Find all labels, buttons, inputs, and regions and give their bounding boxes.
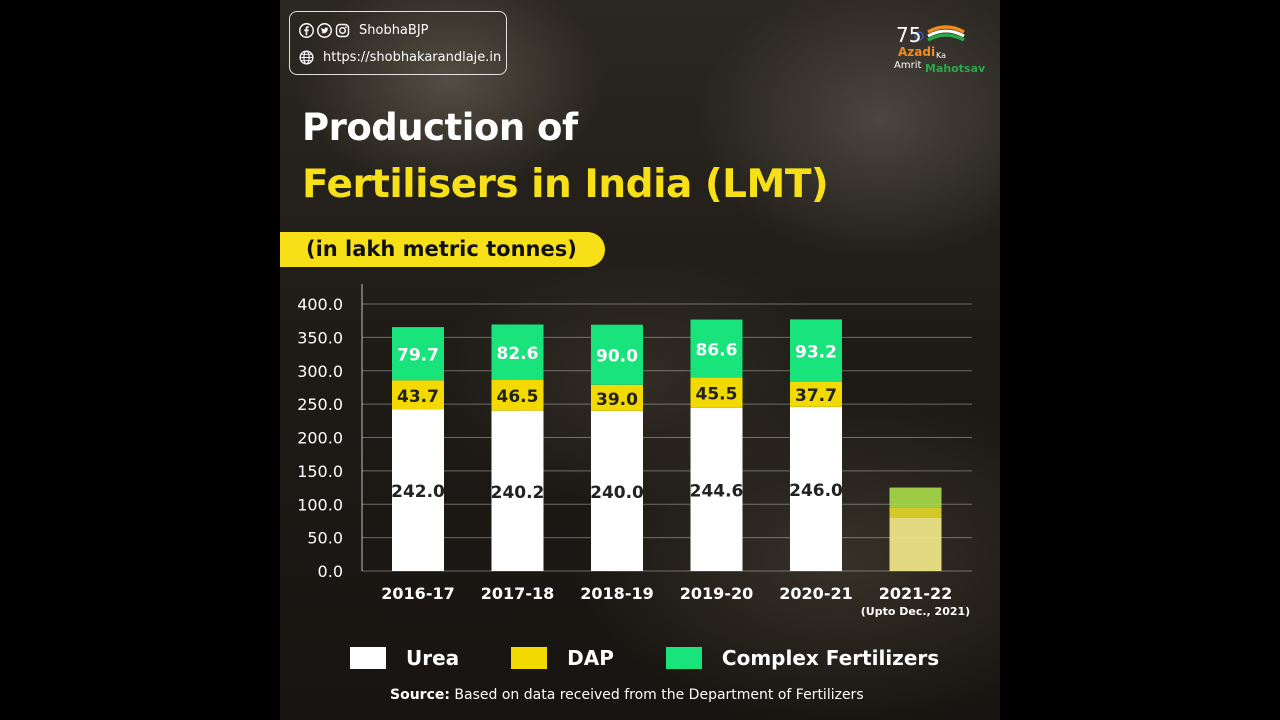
bar-dap — [889, 507, 942, 518]
legend-item-dap: DAP — [511, 646, 614, 670]
data-label: 93.2 — [795, 343, 837, 363]
data-label: 46.5 — [497, 387, 539, 407]
y-tick-label: 250.0 — [297, 395, 343, 414]
bar-urea — [392, 409, 444, 571]
logo-ka: Ka — [936, 51, 946, 60]
legend-swatch-complex — [665, 647, 702, 669]
bar-dap — [491, 379, 544, 411]
data-label: 37.7 — [795, 386, 837, 406]
bar-complex — [790, 319, 842, 382]
data-label: 246.0 — [789, 481, 843, 501]
bar-urea — [690, 407, 743, 571]
bar-complex — [491, 324, 544, 380]
bar-complex — [889, 487, 942, 508]
y-tick-label: 300.0 — [297, 362, 343, 381]
x-tick-label: 2019-20 — [680, 584, 753, 603]
logo-azadi: Azadi — [898, 45, 935, 59]
x-tick-label: 2016-17 — [381, 584, 454, 603]
data-label: 79.7 — [397, 346, 439, 366]
bar-dap — [591, 384, 643, 411]
bar-urea — [790, 406, 842, 571]
legend-swatch-urea — [350, 647, 386, 669]
y-tick-label: 350.0 — [297, 328, 343, 347]
logo-amrit: Amrit — [894, 60, 921, 71]
bar-urea — [491, 410, 544, 571]
x-tick-label: 2021-22 — [879, 584, 952, 603]
website-row: https://shobhakarandlaje.in — [299, 50, 501, 65]
bar-complex — [591, 324, 643, 385]
azadi-ka-amrit-mahotsav-logo: 75 Azadi Ka Amrit Mahotsav — [894, 23, 986, 75]
data-label: 240.0 — [590, 483, 644, 503]
twitter-icon[interactable] — [317, 23, 332, 38]
x-tick-note: (Upto Dec., 2021) — [861, 605, 970, 618]
logo-mahotsav: Mahotsav — [925, 62, 986, 75]
y-tick-label: 0.0 — [318, 562, 343, 581]
bar-dap — [790, 381, 842, 407]
bar-complex — [690, 319, 743, 378]
y-tick-label: 150.0 — [297, 462, 343, 481]
x-tick-label: 2017-18 — [481, 584, 554, 603]
data-label: 240.2 — [491, 483, 545, 503]
title-line2: Fertilisers in India (LMT) — [302, 162, 829, 207]
x-tick-label: 2018-19 — [580, 584, 653, 603]
bar-urea — [591, 410, 643, 571]
instagram-icon[interactable] — [335, 23, 350, 38]
legend-swatch-dap — [511, 647, 548, 669]
infographic-poster: ShobhaBJP https://shobhakarandlaje.in 75… — [280, 0, 1000, 720]
data-label: 82.6 — [497, 344, 539, 364]
subtitle-pill: (in lakh metric tonnes) — [280, 232, 605, 267]
title-line1: Production of — [302, 106, 578, 149]
chart-legend: Urea DAP Complex Fertilizers — [350, 646, 939, 670]
y-tick-label: 200.0 — [297, 429, 343, 448]
data-label: 86.6 — [696, 340, 738, 360]
facebook-icon[interactable] — [299, 23, 314, 38]
data-label: 45.5 — [696, 385, 738, 405]
fertiliser-stacked-bar-chart: 0.0 50.0 100.0 150.0 200.0 250.0 300.0 350.0 400… — [297, 284, 972, 618]
bar-urea — [889, 517, 942, 571]
data-label: 244.6 — [690, 481, 744, 501]
bar-dap — [392, 380, 444, 410]
legend-item-urea: Urea — [350, 646, 459, 670]
data-label: 242.0 — [391, 482, 445, 502]
legend-label: Urea — [406, 646, 460, 670]
social-info-box: ShobhaBJP https://shobhakarandlaje.in — [289, 11, 507, 75]
source-note: Source: Based on data received from the … — [390, 687, 864, 703]
y-tick-label: 100.0 — [297, 495, 343, 514]
source-text: Based on data received from the Departme… — [449, 687, 864, 703]
data-label: 90.0 — [596, 347, 638, 367]
bar-dap — [690, 377, 743, 408]
bar-complex — [392, 327, 444, 381]
source-label: Source: — [390, 687, 450, 703]
legend-label: Complex Fertilizers — [721, 646, 940, 670]
website-url[interactable]: https://shobhakarandlaje.in — [323, 50, 502, 65]
globe-icon — [299, 50, 314, 65]
data-label: 43.7 — [397, 387, 439, 407]
logo-number: 75 — [896, 23, 921, 47]
legend-item-complex: Complex Fertilizers — [665, 646, 940, 670]
legend-label: DAP — [567, 646, 614, 670]
y-tick-label: 50.0 — [307, 529, 343, 548]
x-tick-label: 2020-21 — [779, 584, 852, 603]
social-handle: ShobhaBJP — [359, 23, 429, 38]
y-tick-label: 400.0 — [297, 295, 343, 314]
social-row: ShobhaBJP — [299, 23, 429, 38]
data-label: 39.0 — [596, 390, 638, 410]
